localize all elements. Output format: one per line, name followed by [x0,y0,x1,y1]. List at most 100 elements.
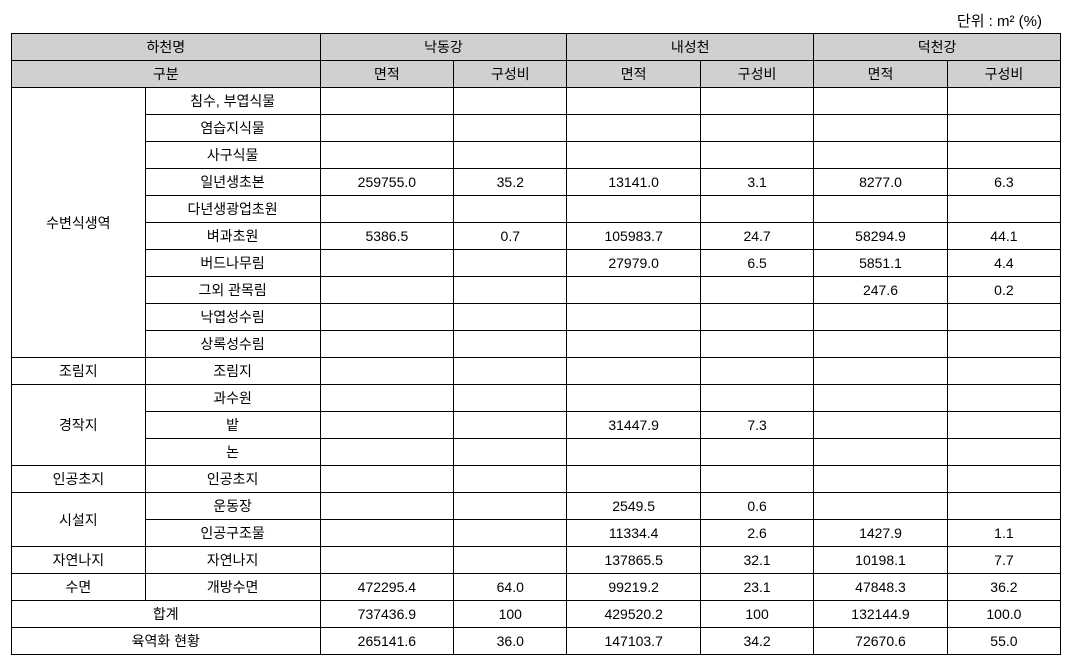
item-label: 일년생초본 [145,169,320,196]
table-body: 수변식생역침수, 부엽식물염습지식물사구식물일년생초본259755.035.21… [12,88,1061,655]
header-area-2: 면적 [814,61,948,88]
cell-value [454,196,567,223]
cell-value [947,439,1060,466]
cell-value [947,466,1060,493]
cell-value: 7.3 [701,412,814,439]
cell-value [814,385,948,412]
cell-value: 5851.1 [814,250,948,277]
cell-value [567,385,701,412]
cell-value [567,331,701,358]
cell-value [701,466,814,493]
cell-value [814,304,948,331]
cell-value [454,250,567,277]
cell-value: 6.3 [947,169,1060,196]
cell-value [814,412,948,439]
cell-value [320,250,454,277]
item-label: 침수, 부엽식물 [145,88,320,115]
cell-value: 7.7 [947,547,1060,574]
cell-value: 31447.9 [567,412,701,439]
item-label: 버드나무림 [145,250,320,277]
item-label: 조림지 [145,358,320,385]
cell-value: 27979.0 [567,250,701,277]
cell-value [947,115,1060,142]
table-row: 조림지조림지 [12,358,1061,385]
cell-value [701,196,814,223]
total-label: 합계 [12,601,321,628]
cell-value [454,412,567,439]
cell-value [320,115,454,142]
total-label: 육역화 현황 [12,628,321,655]
total-row: 합계737436.9100429520.2100132144.9100.0 [12,601,1061,628]
group-label: 수면 [12,574,146,601]
cell-value [701,88,814,115]
cell-value: 11334.4 [567,520,701,547]
total-cell: 34.2 [701,628,814,655]
table-row: 시설지운동장2549.50.6 [12,493,1061,520]
cell-value [947,196,1060,223]
cell-value: 47848.3 [814,574,948,601]
cell-value: 23.1 [701,574,814,601]
cell-value [454,142,567,169]
cell-value [454,493,567,520]
cell-value [320,466,454,493]
table-row: 그외 관목림247.60.2 [12,277,1061,304]
cell-value [947,142,1060,169]
header-row-2: 구분 면적 구성비 면적 구성비 면적 구성비 [12,61,1061,88]
header-river-1: 내성천 [567,34,814,61]
item-label: 그외 관목림 [145,277,320,304]
total-cell: 36.0 [454,628,567,655]
cell-value: 8277.0 [814,169,948,196]
cell-value [814,115,948,142]
total-cell: 100 [701,601,814,628]
cell-value [947,358,1060,385]
cell-value [320,331,454,358]
cell-value [567,358,701,385]
table-row: 수면개방수면472295.464.099219.223.147848.336.2 [12,574,1061,601]
total-row: 육역화 현황265141.636.0147103.734.272670.655.… [12,628,1061,655]
cell-value: 35.2 [454,169,567,196]
header-ratio-1: 구성비 [701,61,814,88]
cell-value: 32.1 [701,547,814,574]
table-row: 벼과초원5386.50.7105983.724.758294.944.1 [12,223,1061,250]
cell-value [320,88,454,115]
cell-value [814,196,948,223]
cell-value: 1.1 [947,520,1060,547]
cell-value [567,466,701,493]
cell-value [701,358,814,385]
cell-value [567,196,701,223]
group-label: 조림지 [12,358,146,385]
cell-value: 58294.9 [814,223,948,250]
table-row: 수변식생역침수, 부엽식물 [12,88,1061,115]
cell-value [567,277,701,304]
cell-value: 13141.0 [567,169,701,196]
table-row: 인공초지인공초지 [12,466,1061,493]
cell-value: 36.2 [947,574,1060,601]
cell-value [320,358,454,385]
header-river-0: 낙동강 [320,34,567,61]
cell-value: 6.5 [701,250,814,277]
group-label: 시설지 [12,493,146,547]
item-label: 논 [145,439,320,466]
group-label: 자연나지 [12,547,146,574]
item-label: 인공구조물 [145,520,320,547]
total-cell: 55.0 [947,628,1060,655]
cell-value [320,493,454,520]
cell-value: 105983.7 [567,223,701,250]
cell-value [454,358,567,385]
header-river-name: 하천명 [12,34,321,61]
cell-value: 137865.5 [567,547,701,574]
item-label: 인공초지 [145,466,320,493]
cell-value [567,115,701,142]
cell-value [320,142,454,169]
item-label: 상록성수림 [145,331,320,358]
cell-value [701,331,814,358]
item-label: 과수원 [145,385,320,412]
table-row: 자연나지자연나지137865.532.110198.17.7 [12,547,1061,574]
cell-value [320,277,454,304]
total-cell: 429520.2 [567,601,701,628]
cell-value: 3.1 [701,169,814,196]
table-row: 염습지식물 [12,115,1061,142]
cell-value: 24.7 [701,223,814,250]
table-row: 일년생초본259755.035.213141.03.18277.06.3 [12,169,1061,196]
cell-value [814,439,948,466]
